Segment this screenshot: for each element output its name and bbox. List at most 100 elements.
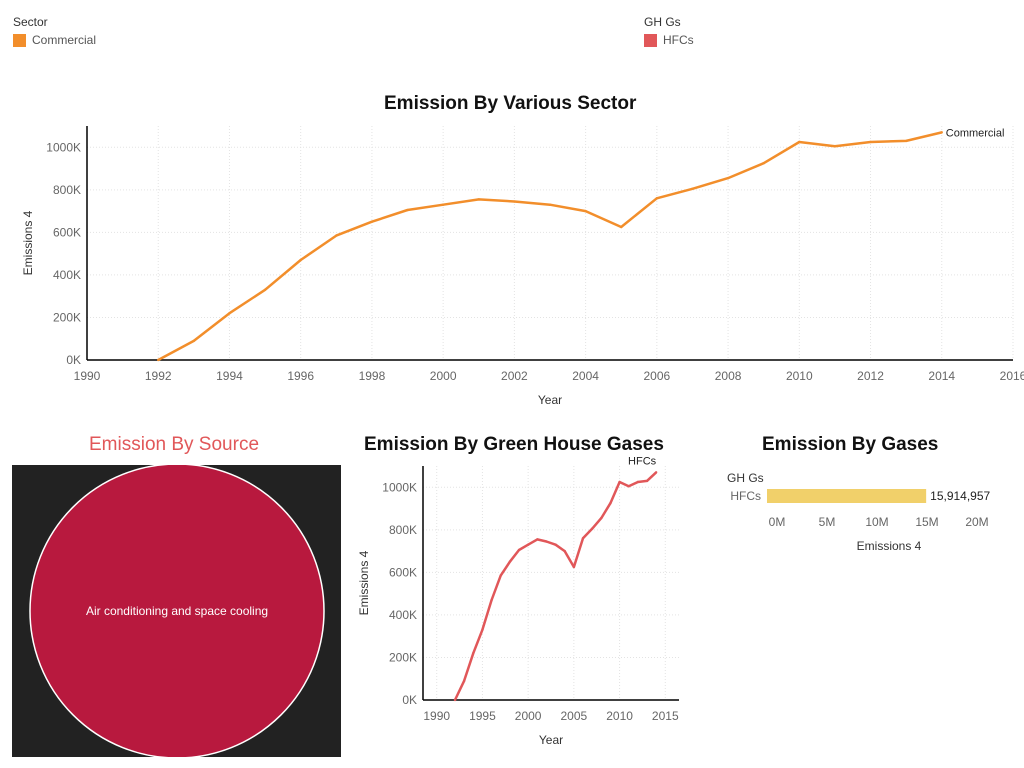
source-chart-title: Emission By Source xyxy=(89,434,260,455)
ghg-data-point xyxy=(600,516,603,520)
ghgs-legend: GH Gs HFCs xyxy=(644,15,694,47)
sector-data-point xyxy=(299,258,302,262)
ghg-series-label: HFCs xyxy=(628,455,657,467)
sector-legend-title: Sector xyxy=(13,15,48,29)
sector-data-point xyxy=(228,312,231,315)
sector-data-point xyxy=(869,140,872,144)
sector-y-tick-label: 600K xyxy=(53,225,81,239)
sector-x-tick-label: 1994 xyxy=(216,369,243,383)
sector-data-point xyxy=(762,162,765,165)
ghg-data-point xyxy=(563,549,566,553)
sector-legend-swatch xyxy=(13,33,26,47)
sector-x-tick-label: 2004 xyxy=(572,369,599,383)
sector-x-axis-title: Year xyxy=(538,393,562,407)
sector-data-point xyxy=(833,145,837,148)
ghg-y-tick-label: 400K xyxy=(389,608,417,622)
sector-legend-item[interactable]: Commercial xyxy=(13,33,96,47)
ghg-data-point xyxy=(462,679,466,683)
sector-x-tick-label: 2010 xyxy=(786,369,813,383)
ghg-data-point xyxy=(627,485,630,488)
sector-legend: Sector Commercial xyxy=(13,15,96,47)
sector-data-point xyxy=(441,203,445,206)
sector-x-tick-label: 1998 xyxy=(359,369,386,383)
sector-x-tick-label: 1996 xyxy=(287,369,314,383)
sector-x-tick-label: 1990 xyxy=(74,369,101,383)
ghg-data-point xyxy=(645,479,649,483)
ghgs-legend-label: HFCs xyxy=(663,33,694,47)
gases-chart-title: Emission By Gases xyxy=(762,434,939,455)
sector-x-tick-label: 2000 xyxy=(430,369,457,383)
ghg-x-tick-label: 1990 xyxy=(423,709,450,723)
ghg-data-point xyxy=(453,698,457,702)
ghg-data-point xyxy=(609,502,612,505)
sector-data-point xyxy=(370,220,374,223)
ghg-data-point xyxy=(572,565,576,569)
ghg-x-tick-label: 2000 xyxy=(515,709,542,723)
sector-y-tick-label: 200K xyxy=(53,310,81,324)
sector-series-line xyxy=(157,131,943,362)
ghg-data-point xyxy=(545,540,548,543)
ghg-data-point xyxy=(508,560,512,563)
ghg-x-tick-label: 2005 xyxy=(561,709,588,723)
ghg-x-tick-label: 2010 xyxy=(606,709,633,723)
ghg-data-point xyxy=(618,480,621,484)
ghg-data-point xyxy=(590,527,594,530)
ghg-data-point xyxy=(636,480,640,484)
sector-y-tick-label: 1000K xyxy=(46,140,81,154)
ghg-data-point xyxy=(654,471,658,474)
ghg-x-axis-title: Year xyxy=(539,733,563,747)
sector-data-point xyxy=(335,234,338,237)
sector-x-tick-label: 2006 xyxy=(643,369,670,383)
sector-data-point xyxy=(798,140,801,144)
ghg-y-tick-label: 0K xyxy=(402,693,417,707)
sector-data-point xyxy=(157,358,160,362)
ghg-data-point xyxy=(481,628,484,631)
sector-data-point xyxy=(655,197,659,200)
ghg-data-point xyxy=(554,543,557,546)
sector-data-point xyxy=(548,203,552,206)
sector-data-point xyxy=(192,339,196,343)
ghg-series-line xyxy=(453,471,657,701)
ghg-chart-title: Emission By Green House Gases xyxy=(364,434,664,455)
ghg-data-point xyxy=(526,543,530,546)
sector-data-point xyxy=(726,176,730,180)
ghgs-legend-title: GH Gs xyxy=(644,15,681,29)
gases-bar xyxy=(767,489,927,503)
ghg-y-axis-title: Emissions 4 xyxy=(357,550,371,615)
gases-x-axis-title: Emissions 4 xyxy=(857,539,922,553)
sector-y-tick-label: 0K xyxy=(66,353,81,367)
bubble-label: Air conditioning and space cooling xyxy=(86,604,268,618)
sector-x-tick-label: 1992 xyxy=(145,369,172,383)
sector-x-tick-label: 2016 xyxy=(1000,369,1024,383)
sector-series-label: Commercial xyxy=(946,127,1005,139)
ghg-data-point xyxy=(536,538,539,541)
gases-x-tick-label: 5M xyxy=(819,515,836,529)
sector-data-point xyxy=(691,187,694,190)
sector-data-point xyxy=(584,209,587,213)
sector-y-axis-title: Emissions 4 xyxy=(21,210,35,275)
ghg-data-point xyxy=(472,652,475,655)
sector-data-point xyxy=(477,198,480,201)
gases-x-tick-label: 20M xyxy=(965,515,988,529)
ghgs-legend-item[interactable]: HFCs xyxy=(644,33,694,47)
ghg-data-point xyxy=(499,574,502,577)
gases-bar-value-label: 15,914,957 xyxy=(930,489,990,503)
sector-x-tick-label: 2012 xyxy=(857,369,884,383)
ghg-x-tick-label: 1995 xyxy=(469,709,496,723)
ghg-data-point xyxy=(581,537,585,540)
bubble-svg: Air conditioning and space cooling xyxy=(29,465,325,757)
gases-category-header: GH Gs xyxy=(727,471,764,485)
sector-legend-label: Commercial xyxy=(32,33,97,47)
sector-x-tick-label: 2008 xyxy=(715,369,742,383)
ghg-y-tick-label: 200K xyxy=(389,650,417,664)
gases-x-tick-label: 15M xyxy=(915,515,938,529)
sector-y-tick-label: 400K xyxy=(53,268,81,282)
bubble-air-conditioning[interactable] xyxy=(29,465,325,757)
ghg-data-point xyxy=(517,548,521,552)
ghg-y-tick-label: 600K xyxy=(389,565,417,579)
bubble-panel: Air conditioning and space cooling xyxy=(12,465,341,757)
sector-data-point xyxy=(904,139,908,143)
sector-chart-title: Emission By Various Sector xyxy=(384,93,637,114)
ghg-y-tick-label: 800K xyxy=(389,523,417,537)
ghg-x-tick-label: 2015 xyxy=(652,709,679,723)
